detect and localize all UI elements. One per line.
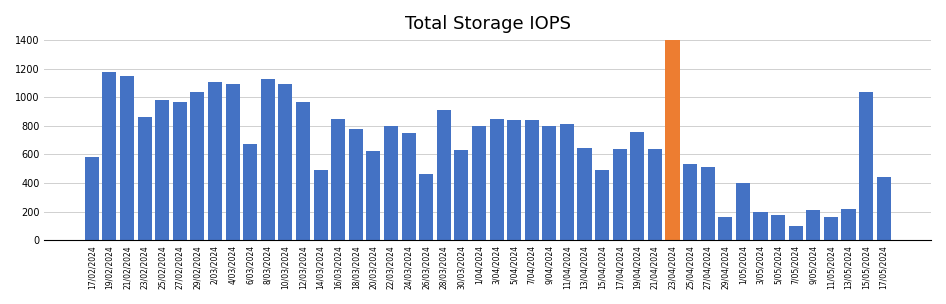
Bar <box>789 226 803 240</box>
Bar <box>665 40 679 240</box>
Bar <box>718 216 732 240</box>
Bar <box>701 167 715 240</box>
Title: Total Storage IOPS: Total Storage IOPS <box>405 15 570 33</box>
Bar <box>155 100 169 240</box>
Bar <box>296 102 310 240</box>
Bar <box>877 177 891 240</box>
Bar <box>824 216 838 240</box>
Bar <box>630 132 644 240</box>
Bar <box>102 72 116 240</box>
Bar <box>683 164 697 240</box>
Bar <box>736 183 750 240</box>
Bar <box>753 212 767 240</box>
Bar <box>859 92 873 240</box>
Bar <box>472 126 486 240</box>
Bar <box>560 124 574 240</box>
Bar <box>278 85 292 240</box>
Bar <box>173 102 187 240</box>
Bar <box>313 170 327 240</box>
Bar <box>137 116 151 240</box>
Bar <box>454 150 468 240</box>
Bar <box>366 151 380 240</box>
Bar <box>401 133 415 240</box>
Bar <box>243 144 257 240</box>
Bar <box>542 126 556 240</box>
Bar <box>525 120 539 240</box>
Bar <box>595 170 609 240</box>
Bar <box>806 210 820 240</box>
Bar <box>613 149 627 240</box>
Bar <box>384 126 398 240</box>
Bar <box>507 120 521 240</box>
Bar <box>85 157 99 240</box>
Bar <box>489 119 503 240</box>
Bar <box>577 148 591 240</box>
Bar <box>261 79 275 240</box>
Bar <box>349 129 363 240</box>
Bar <box>225 85 239 240</box>
Bar <box>841 209 855 240</box>
Bar <box>120 76 134 240</box>
Bar <box>208 81 222 240</box>
Bar <box>648 149 662 240</box>
Bar <box>419 174 433 240</box>
Bar <box>190 92 204 240</box>
Bar <box>331 119 345 240</box>
Bar <box>771 215 785 240</box>
Bar <box>437 110 451 240</box>
